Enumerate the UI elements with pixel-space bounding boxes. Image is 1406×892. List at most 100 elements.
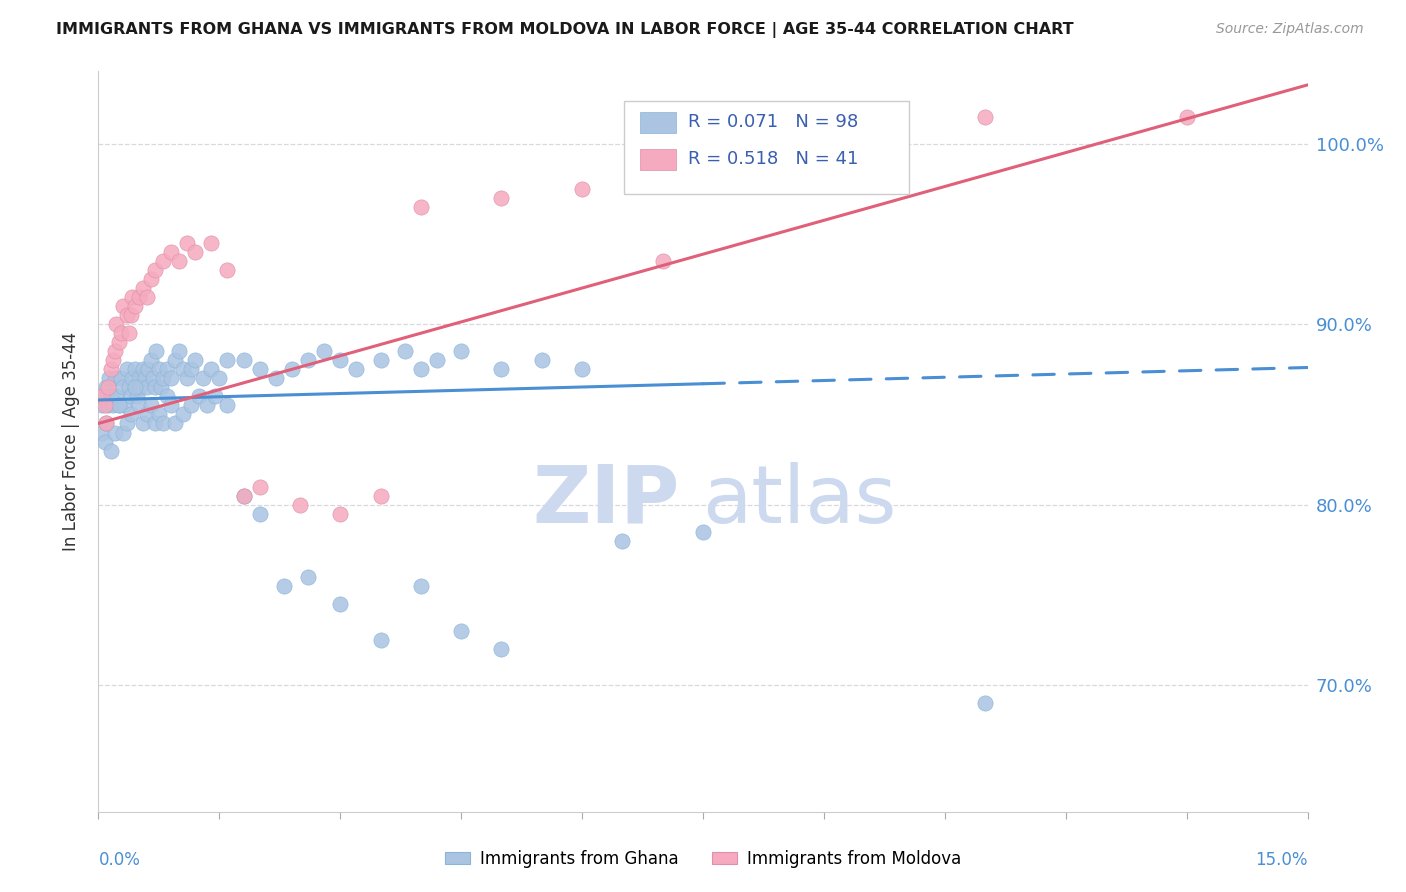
- Point: [97, 380, 120, 394]
- Point: [127, 389, 149, 403]
- Point: [217, 353, 239, 368]
- Point: [1175, 110, 1198, 124]
- Point: [184, 244, 207, 259]
- Point: [813, 128, 835, 142]
- Point: [176, 235, 198, 250]
- Point: [94, 399, 117, 413]
- FancyBboxPatch shape: [640, 112, 676, 133]
- Point: [217, 263, 239, 277]
- Point: [200, 362, 222, 376]
- Point: [152, 417, 174, 431]
- Point: [195, 399, 218, 413]
- Point: [612, 533, 634, 548]
- Point: [100, 443, 122, 458]
- Point: [156, 362, 179, 376]
- Point: [128, 399, 150, 413]
- Point: [329, 597, 352, 611]
- Legend: Immigrants from Ghana, Immigrants from Moldova: Immigrants from Ghana, Immigrants from M…: [439, 844, 967, 875]
- Point: [97, 399, 120, 413]
- Point: [152, 254, 174, 268]
- Point: [107, 335, 129, 350]
- Point: [571, 362, 593, 376]
- Point: [152, 371, 174, 385]
- Point: [110, 371, 132, 385]
- Point: [160, 371, 183, 385]
- Point: [974, 697, 997, 711]
- Point: [91, 425, 114, 440]
- Point: [129, 380, 152, 394]
- FancyBboxPatch shape: [640, 149, 676, 169]
- Point: [160, 244, 183, 259]
- Point: [160, 399, 183, 413]
- Text: Source: ZipAtlas.com: Source: ZipAtlas.com: [1216, 22, 1364, 37]
- Point: [103, 371, 125, 385]
- Point: [974, 110, 997, 124]
- Point: [135, 380, 157, 394]
- Point: [172, 362, 194, 376]
- Point: [111, 299, 134, 313]
- Point: [163, 417, 186, 431]
- Point: [288, 498, 311, 512]
- Point: [450, 624, 472, 639]
- Point: [143, 380, 166, 394]
- Point: [132, 417, 155, 431]
- Point: [97, 371, 120, 385]
- Point: [281, 362, 304, 376]
- Point: [100, 389, 122, 403]
- Point: [344, 362, 367, 376]
- Point: [249, 480, 271, 494]
- Point: [249, 507, 271, 521]
- Point: [180, 399, 202, 413]
- Point: [112, 399, 135, 413]
- Point: [264, 371, 287, 385]
- Point: [111, 380, 134, 394]
- Point: [167, 254, 190, 268]
- FancyBboxPatch shape: [624, 101, 908, 194]
- Point: [138, 362, 160, 376]
- Point: [96, 417, 118, 431]
- Point: [156, 389, 179, 403]
- Point: [148, 362, 170, 376]
- Point: [450, 344, 472, 359]
- Point: [491, 191, 513, 205]
- Point: [94, 434, 117, 449]
- Point: [115, 417, 138, 431]
- Point: [409, 362, 432, 376]
- Point: [143, 417, 166, 431]
- Point: [329, 507, 352, 521]
- Point: [135, 408, 157, 422]
- Point: [491, 362, 513, 376]
- Point: [120, 389, 142, 403]
- Point: [188, 389, 211, 403]
- Point: [107, 399, 129, 413]
- Point: [184, 353, 207, 368]
- Text: R = 0.518   N = 41: R = 0.518 N = 41: [689, 151, 859, 169]
- Text: atlas: atlas: [703, 462, 897, 540]
- Point: [103, 344, 125, 359]
- Point: [148, 408, 170, 422]
- Point: [143, 263, 166, 277]
- Point: [132, 281, 155, 295]
- Text: 15.0%: 15.0%: [1256, 852, 1308, 870]
- Point: [107, 399, 129, 413]
- Point: [115, 362, 138, 376]
- Point: [172, 408, 194, 422]
- Point: [118, 380, 141, 394]
- Point: [139, 272, 162, 286]
- Point: [115, 308, 138, 322]
- Point: [167, 344, 190, 359]
- Point: [208, 371, 231, 385]
- Point: [96, 417, 118, 431]
- Point: [91, 389, 114, 403]
- Point: [121, 371, 143, 385]
- Text: ZIP: ZIP: [533, 462, 681, 540]
- Point: [370, 353, 392, 368]
- Point: [200, 235, 222, 250]
- Point: [96, 380, 118, 394]
- Point: [105, 389, 128, 403]
- Point: [128, 290, 150, 304]
- Point: [217, 399, 239, 413]
- Point: [118, 326, 141, 341]
- Point: [232, 353, 254, 368]
- Point: [394, 344, 416, 359]
